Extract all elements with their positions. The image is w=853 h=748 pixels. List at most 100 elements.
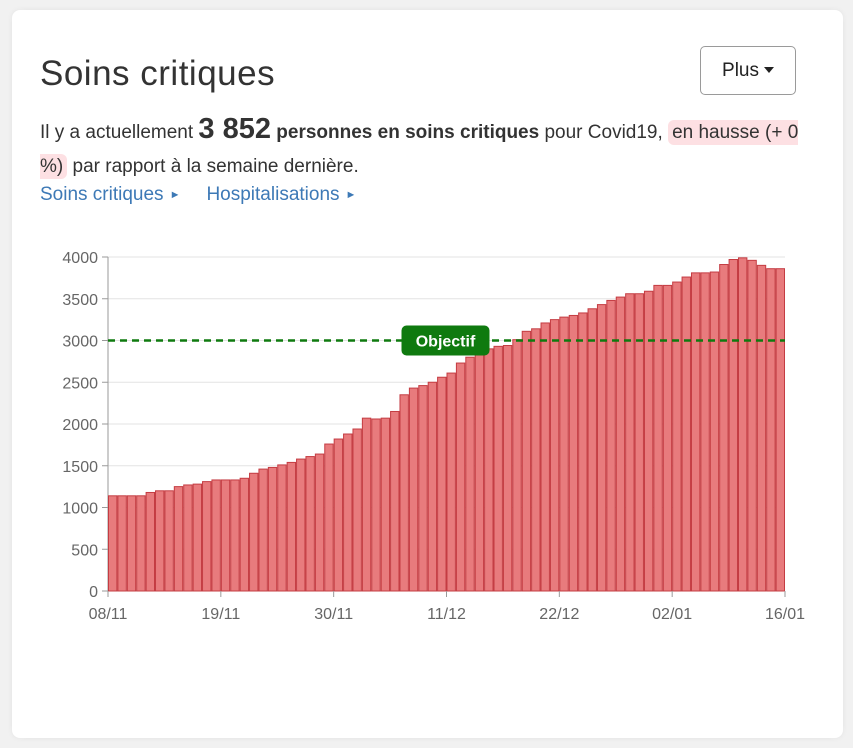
bar[interactable] <box>662 284 673 592</box>
bar[interactable] <box>549 319 560 592</box>
y-tick-label: 3000 <box>62 334 98 351</box>
bar[interactable] <box>531 328 541 592</box>
bar[interactable] <box>324 443 334 592</box>
bar[interactable] <box>239 477 250 592</box>
bar[interactable] <box>202 481 212 592</box>
bar[interactable] <box>681 276 691 592</box>
x-tick-label: 02/01 <box>652 606 692 623</box>
bar[interactable] <box>512 339 522 592</box>
bar[interactable] <box>117 495 127 592</box>
more-dropdown-button[interactable]: Plus <box>700 46 796 95</box>
bar[interactable] <box>296 458 306 592</box>
bar[interactable] <box>728 259 738 592</box>
objective-label-box <box>401 325 490 356</box>
bar[interactable] <box>427 381 438 592</box>
bar[interactable] <box>333 438 344 592</box>
bar[interactable] <box>164 490 174 592</box>
bar[interactable] <box>361 417 372 592</box>
y-tick-label: 1500 <box>62 459 98 476</box>
bar[interactable] <box>230 479 240 592</box>
bar[interactable] <box>399 394 409 592</box>
bar[interactable] <box>709 271 720 592</box>
bar[interactable] <box>540 322 550 592</box>
bar[interactable] <box>493 345 503 592</box>
bar[interactable] <box>596 304 607 592</box>
x-tick-label: 22/12 <box>539 606 579 623</box>
bar[interactable] <box>606 299 616 592</box>
bar[interactable] <box>277 464 287 592</box>
bar[interactable] <box>258 468 268 592</box>
bar[interactable] <box>587 308 597 592</box>
bar[interactable] <box>672 281 682 592</box>
y-tick-label: 2000 <box>62 417 98 434</box>
bar[interactable] <box>192 483 203 592</box>
critical-care-count: 3 852 <box>198 113 271 145</box>
bar[interactable] <box>700 272 710 592</box>
bar[interactable] <box>390 410 400 592</box>
bar[interactable] <box>690 272 701 592</box>
summary-text: Il y a actuellement 3 852 personnes en s… <box>40 112 802 184</box>
link-hospitalisations[interactable]: Hospitalisations <box>206 184 340 206</box>
bar[interactable] <box>249 472 259 592</box>
x-tick-label: 08/11 <box>89 606 128 623</box>
y-tick-label: 4000 <box>62 250 98 267</box>
summary-after-count: pour Covid19, <box>544 122 663 143</box>
bar[interactable] <box>145 491 156 592</box>
critical-care-bar-chart: 0 500 1000 1500 2000 2500 3000 3500 4000 08/11 19… <box>62 250 805 623</box>
y-tick-label: 3500 <box>62 292 98 309</box>
bar[interactable] <box>474 350 485 592</box>
bar[interactable] <box>465 356 475 592</box>
link-soins-critiques[interactable]: Soins critiques <box>40 184 164 206</box>
bar[interactable] <box>559 316 569 592</box>
bar[interactable] <box>643 290 654 592</box>
bar[interactable] <box>756 264 767 592</box>
bar[interactable] <box>286 461 297 592</box>
bar[interactable] <box>747 259 757 592</box>
bar[interactable] <box>408 387 419 592</box>
bar[interactable] <box>305 456 315 592</box>
bar[interactable] <box>625 293 635 592</box>
y-tick-label: 1000 <box>62 501 98 518</box>
bar[interactable] <box>578 312 588 592</box>
bar[interactable] <box>352 428 362 592</box>
bar[interactable] <box>737 257 748 592</box>
y-tick-label: 500 <box>71 542 98 559</box>
bar[interactable] <box>568 314 579 592</box>
x-tick-label: 16/01 <box>765 606 805 623</box>
caret-down-icon <box>763 67 774 74</box>
bar[interactable] <box>267 466 278 592</box>
bar[interactable] <box>343 433 353 592</box>
bar[interactable] <box>484 348 494 592</box>
x-tick-label: 11/12 <box>427 606 466 623</box>
bar[interactable] <box>314 453 325 592</box>
bar[interactable] <box>220 479 231 592</box>
bar[interactable] <box>155 490 165 592</box>
bar[interactable] <box>371 418 381 592</box>
y-tick-label: 0 <box>89 584 98 601</box>
bar[interactable] <box>615 296 626 592</box>
bar[interactable] <box>502 345 513 592</box>
bar[interactable] <box>211 479 221 592</box>
bar[interactable] <box>108 495 118 592</box>
bar[interactable] <box>653 284 663 592</box>
objective-label: Objectif <box>416 334 476 351</box>
count-label: personnes en soins critiques <box>276 122 540 143</box>
bar[interactable] <box>455 362 466 592</box>
bar[interactable] <box>719 264 729 592</box>
triangle-right-icon: ► <box>345 189 357 201</box>
bar[interactable] <box>446 372 456 592</box>
bar[interactable] <box>418 385 428 592</box>
bar[interactable] <box>775 268 786 592</box>
bar[interactable] <box>380 417 391 592</box>
bar[interactable] <box>521 330 532 592</box>
more-button-label: Plus <box>722 59 759 81</box>
bar[interactable] <box>634 293 644 592</box>
bar[interactable] <box>437 376 447 592</box>
bar[interactable] <box>136 495 146 592</box>
bar[interactable] <box>126 495 137 592</box>
bar[interactable] <box>183 484 193 592</box>
x-tick-label: 30/11 <box>314 606 353 623</box>
bar[interactable] <box>173 486 184 592</box>
x-tick-label: 19/11 <box>201 606 240 623</box>
bar[interactable] <box>766 268 776 592</box>
